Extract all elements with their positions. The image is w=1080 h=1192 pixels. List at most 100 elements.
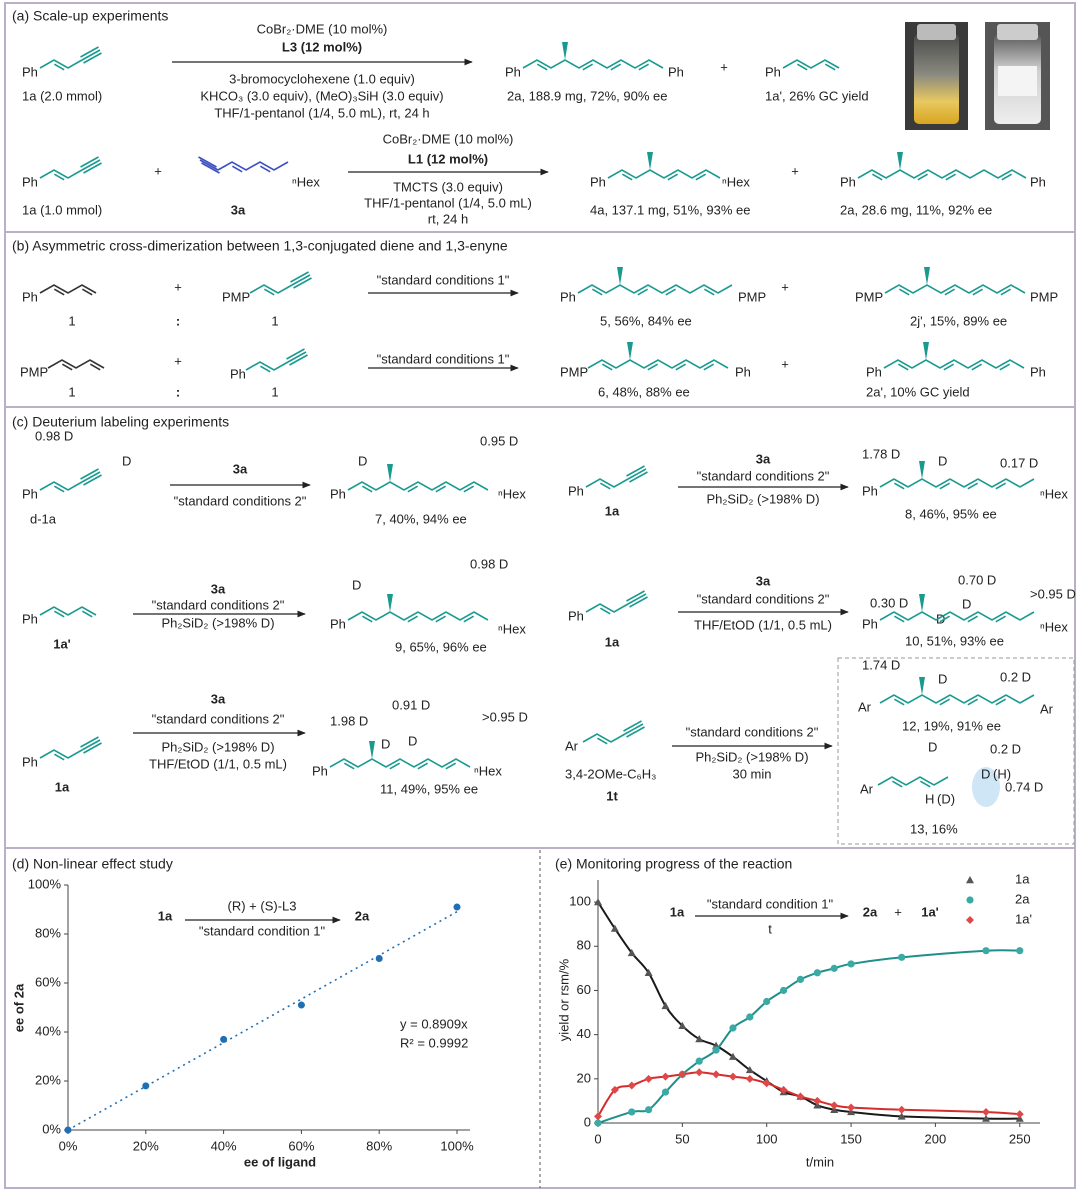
bond [39,169,83,179]
bond [361,615,373,623]
scheme-text: + [791,163,799,178]
bond [599,482,611,490]
scheme-text: THF/EtOD (1/1, 0.5 mL) [149,756,287,771]
structure [522,42,664,71]
y-tick-label: 80 [577,938,591,953]
scheme-text: Ph [230,366,246,381]
scheme-text: Ph₂SiD₂ (>198% D) [706,491,819,506]
scheme-text: 3a [756,451,771,466]
y-axis-label: yield or rsm/% [556,958,571,1041]
bond [53,753,65,761]
x-tick-label: 60% [288,1138,314,1153]
scheme-text: 0.98 D [35,428,73,443]
bond [917,173,929,181]
structure [857,152,1027,181]
scheme-text: Ph [568,608,584,623]
bond [347,611,489,621]
scheme-text: "standard conditions 2" [697,468,830,483]
data-point [644,1074,653,1083]
scheme-text: ⁿHex [722,174,750,189]
scheme-text: Ph [765,64,781,79]
structure [782,59,840,71]
bond [879,478,1035,488]
inset-text: t [768,921,772,936]
wedge [924,267,930,285]
data-point [645,1106,653,1114]
data-point [796,1092,805,1101]
scheme-text: 2a, 28.6 mg, 11%, 92% ee [840,202,992,217]
inset-text: + [894,904,902,919]
scheme-text: Ph [568,483,584,498]
data-point [661,1088,670,1096]
bond [435,615,447,623]
scheme-text: Ph [312,763,328,778]
data-point [297,1001,305,1009]
bond [582,63,594,71]
x-tick-label: 0 [594,1131,601,1146]
scheme-text: 2j', 15%, 89% ee [910,313,1007,328]
scheme-text: D [928,739,937,754]
scheme-text: + [720,59,728,74]
legend-marker [966,896,974,904]
scheme-text: ⁿHex [1040,619,1068,634]
y-tick-label: 40% [35,1023,61,1038]
bond [695,173,707,181]
x-tick-label: 150 [840,1131,862,1146]
bond [83,742,102,754]
structure [582,720,645,745]
scheme-text: Ph [22,174,38,189]
bond [81,159,101,171]
scheme-text: THF/1-pentanol (1/4, 5.0 mL), rt, 24 h [214,105,429,120]
scheme-text: "standard conditions 2" [152,711,285,726]
scheme-text: PMP [222,289,250,304]
bond [536,63,548,71]
scheme-text: Ar [858,699,872,714]
bond [624,723,644,735]
scheme-text: 1.78 D [862,446,900,461]
y-tick-label: 100 [569,894,591,909]
scheme-text: 6, 48%, 88% ee [598,384,690,399]
bond [621,173,633,181]
panel-title: (b) Asymmetric cross-dimerization betwee… [12,238,508,254]
scheme-text: Ph [330,616,346,631]
data-point [627,948,636,957]
data-point [661,1001,670,1010]
scheme-text: ⁿHex [498,486,526,501]
scheme-text: 1a [605,634,620,649]
scheme-text: Ph₂SiD₂ (>198% D) [161,739,274,754]
legend-label: 1a' [1015,911,1032,926]
wedge [562,42,568,60]
structure [329,741,471,770]
chart-title: (e) Monitoring progress of the reaction [555,856,792,872]
scheme-text: 30 min [732,766,771,781]
scheme-text: PMP [855,289,883,304]
data-point [897,1105,906,1114]
bond [893,482,905,490]
highlight [972,767,1000,807]
bond [943,363,955,371]
data-point [610,924,619,932]
scheme-text: "standard conditions 2" [697,591,830,606]
scheme-text: L3 (12 mol%) [282,39,362,54]
bond [293,277,312,289]
data-point [728,1072,737,1081]
bond [703,363,715,371]
scheme-text: 11, 49%, 95% ee [380,781,478,796]
scheme-text: "standard conditions 2" [174,493,307,508]
scheme-text: 1a', 26% GC yield [765,88,869,103]
inset-text: 1a [670,904,685,919]
bond [939,482,951,490]
wedge [647,152,653,170]
y-tick-label: 60% [35,974,61,989]
scheme-text: >0.95 D [1030,586,1076,601]
scheme-text: PMP [1030,289,1058,304]
bond [967,482,979,490]
bond [249,284,293,294]
x-tick-label: 20% [133,1138,159,1153]
bond [80,736,99,748]
wedge [923,342,929,360]
bond [39,59,83,69]
data-point [796,975,805,984]
data-point [830,1101,839,1110]
wedge [897,152,903,170]
